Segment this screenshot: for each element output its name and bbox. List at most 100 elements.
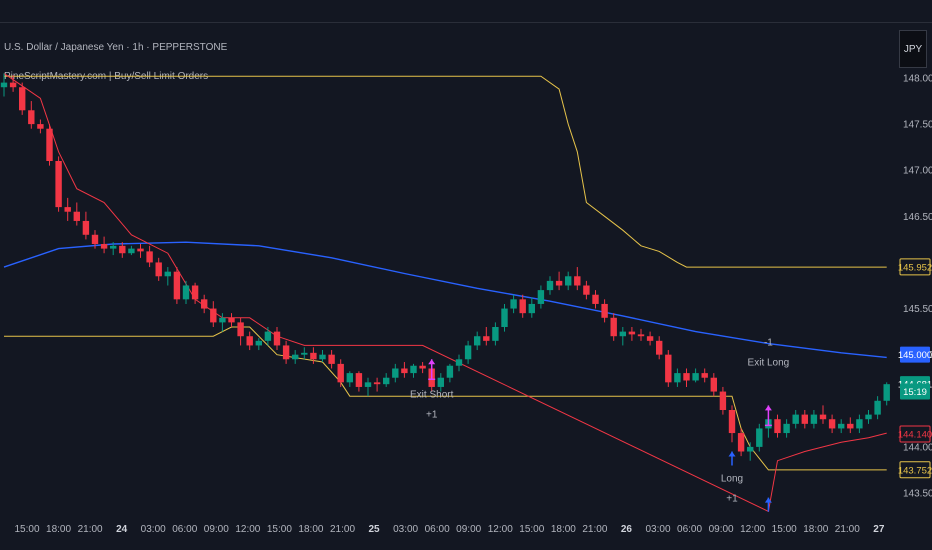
candle-body <box>728 410 736 434</box>
trailing-stop-line <box>3 72 887 512</box>
candle-body <box>674 373 681 383</box>
candle-body <box>792 414 799 424</box>
x-tick-label: 12:00 <box>488 524 513 535</box>
candle-body <box>574 276 581 286</box>
x-tick-label: 18:00 <box>298 524 323 535</box>
candle-body <box>119 245 126 254</box>
x-tick-label: 06:00 <box>677 524 702 535</box>
currency-button[interactable]: JPY <box>899 30 927 68</box>
candle-body <box>282 345 290 360</box>
candle-body <box>865 414 872 420</box>
signal-label: Exit Short <box>410 389 454 400</box>
candle-body <box>383 377 390 385</box>
candle-body <box>137 248 144 252</box>
price-label: 144.140 <box>898 429 932 440</box>
candle-body <box>583 285 590 295</box>
candle-body <box>55 161 62 208</box>
candle-body <box>100 244 108 249</box>
signal-qty: -1 <box>764 337 773 348</box>
candle-body <box>783 423 790 434</box>
x-tick-label: 03:00 <box>393 524 418 535</box>
candle-body <box>401 368 408 374</box>
candle-body <box>701 373 708 378</box>
candle-body <box>419 365 426 369</box>
price-label-box <box>899 258 931 276</box>
candle-body <box>255 340 262 346</box>
x-tick-label: 21:00 <box>330 524 355 535</box>
candle-body <box>373 382 381 385</box>
signal-label: Long <box>721 474 743 485</box>
candle-body <box>737 433 745 452</box>
candle-body <box>155 262 162 277</box>
candle-body <box>847 423 854 429</box>
candle-body <box>173 271 181 300</box>
top-divider <box>0 22 932 23</box>
candle-body <box>337 363 344 383</box>
candle-body <box>619 331 626 337</box>
y-tick-label: 143.500 <box>903 489 932 500</box>
signal-qty: +1 <box>726 494 738 505</box>
price-label-box <box>899 461 931 479</box>
candle-body <box>874 400 881 415</box>
candle-body <box>437 377 444 387</box>
candle-body <box>646 336 654 341</box>
y-tick-label: 146.500 <box>903 212 932 223</box>
x-tick-label: 21:00 <box>835 524 860 535</box>
candle-body <box>856 419 863 429</box>
x-tick-label: 15:00 <box>14 524 39 535</box>
candle-body <box>210 308 217 323</box>
upper-band-line <box>4 75 887 268</box>
candle-body <box>364 382 372 387</box>
signal-qty: +1 <box>426 409 438 420</box>
y-tick-label: 147.500 <box>903 120 932 131</box>
price-label: 143.752 <box>898 465 932 476</box>
price-label: 15:19 <box>903 387 927 398</box>
x-tick-label: 21:00 <box>78 524 103 535</box>
y-tick-label: 144.000 <box>903 442 932 453</box>
candle-body <box>610 317 617 337</box>
candle-body <box>273 331 281 346</box>
signal-label: Exit Long <box>748 357 790 368</box>
candle-body <box>501 308 508 327</box>
x-tick-label: 18:00 <box>803 524 828 535</box>
x-tick-label: 24 <box>116 524 128 535</box>
x-tick-label: 12:00 <box>740 524 765 535</box>
candle-body <box>201 299 208 309</box>
candle-body <box>801 414 808 424</box>
candle-body <box>128 248 135 254</box>
candle-body <box>82 220 90 235</box>
candle-body <box>346 373 353 383</box>
candle-body <box>219 317 226 323</box>
candle-body <box>838 423 845 429</box>
candle-body <box>474 336 481 346</box>
candle-body <box>665 354 672 383</box>
candle-body <box>319 354 326 360</box>
x-tick-label: 09:00 <box>709 524 734 535</box>
candle-body <box>828 419 836 429</box>
signal-arrow-head <box>764 497 772 503</box>
candle-body <box>692 373 699 381</box>
x-tick-label: 06:00 <box>425 524 450 535</box>
plot-area: Exit Short +1 Exit Long -1 Long +1 <box>0 72 890 512</box>
candle-body <box>555 280 563 286</box>
candle-body <box>64 207 71 212</box>
candle-body <box>355 373 363 387</box>
y-tick-label: 148.000 <box>903 74 932 85</box>
candle-body <box>310 352 317 360</box>
candle-body <box>446 365 454 378</box>
price-label-box <box>899 425 931 443</box>
candle-body <box>565 276 572 286</box>
candle-body <box>146 251 153 263</box>
candle-body <box>164 271 171 277</box>
candle-body <box>19 87 26 111</box>
candle-body <box>301 352 308 355</box>
signal-arrow-head <box>728 451 736 457</box>
x-tick-label: 25 <box>368 524 380 535</box>
candle-body <box>656 340 663 355</box>
candle-body <box>292 354 299 360</box>
x-tick-label: 12:00 <box>235 524 260 535</box>
candle-body <box>191 285 199 300</box>
candle-body <box>637 334 645 337</box>
candle-body <box>774 419 781 434</box>
